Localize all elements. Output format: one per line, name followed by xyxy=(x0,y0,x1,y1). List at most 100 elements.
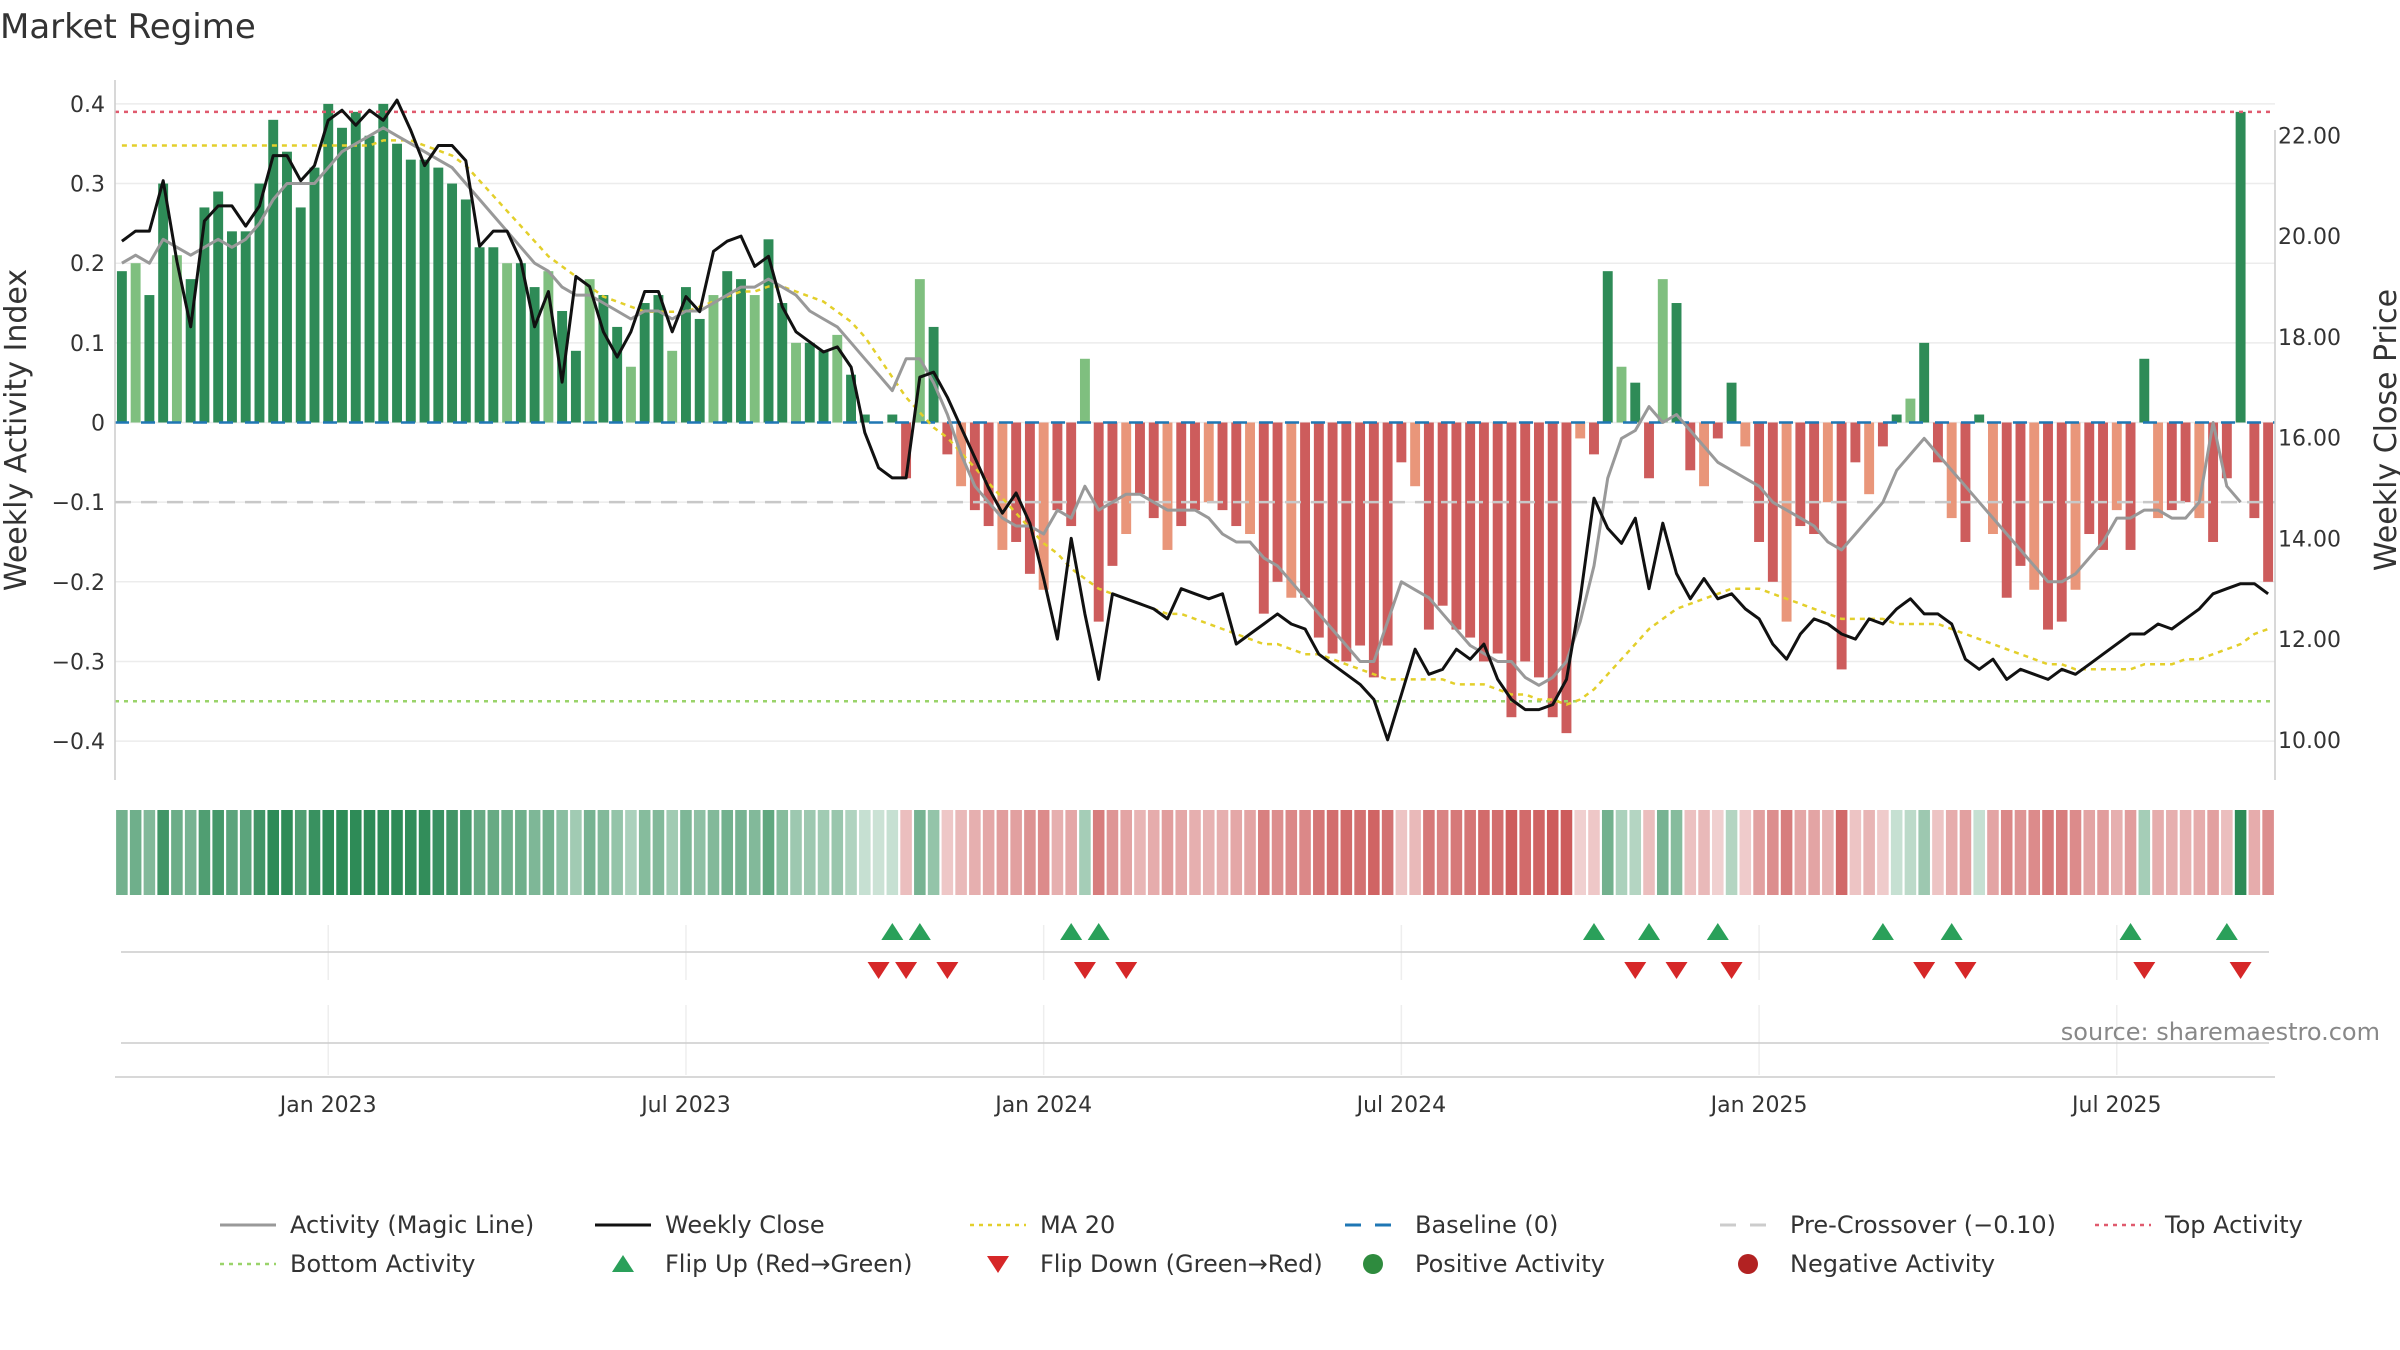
activity-bar xyxy=(1052,423,1062,511)
activity-bar xyxy=(213,192,223,423)
regime-strip-cell xyxy=(2097,810,2109,895)
regime-strip-cell xyxy=(1781,810,1793,895)
regime-strip-cell xyxy=(1533,810,1545,895)
activity-bar xyxy=(406,160,416,423)
left-tick-label: −0.4 xyxy=(52,730,105,755)
regime-strip-cell xyxy=(1065,810,1077,895)
regime-strip-cell xyxy=(900,810,912,895)
activity-bar xyxy=(2153,423,2163,519)
activity-bar xyxy=(475,247,485,422)
activity-bar xyxy=(2071,423,2081,590)
activity-bar xyxy=(282,152,292,423)
regime-strip-cell xyxy=(1932,810,1944,895)
regime-strip-cell xyxy=(735,810,747,895)
left-tick-label: −0.2 xyxy=(52,571,105,596)
activity-bar xyxy=(1190,423,1200,511)
regime-strip-cell xyxy=(1712,810,1724,895)
activity-bar xyxy=(144,295,154,422)
regime-strip-cell xyxy=(928,810,940,895)
legend-label: Positive Activity xyxy=(1415,1250,1605,1278)
left-tick-label: −0.1 xyxy=(52,491,105,516)
regime-strip-cell xyxy=(1547,810,1559,895)
legend-label: Bottom Activity xyxy=(290,1250,475,1278)
activity-bar xyxy=(1493,423,1503,654)
activity-bar xyxy=(791,343,801,423)
regime-strip-cell xyxy=(1079,810,1091,895)
regime-strip-cell xyxy=(2125,810,2137,895)
activity-bar xyxy=(337,128,347,423)
activity-bar xyxy=(1699,423,1709,487)
regime-strip-cell xyxy=(501,810,513,895)
regime-strip-cell xyxy=(433,810,445,895)
activity-bar xyxy=(695,319,705,423)
legend-label: Activity (Magic Line) xyxy=(290,1211,534,1239)
right-tick-label: 16.00 xyxy=(2278,427,2341,452)
regime-strip-cell xyxy=(1918,810,1930,895)
regime-strip-cell xyxy=(639,810,651,895)
regime-strip-cell xyxy=(804,810,816,895)
regime-strip-cell xyxy=(1313,810,1325,895)
weekly-close-line xyxy=(122,100,2268,740)
left-tick-label: 0.1 xyxy=(70,332,105,357)
activity-bar xyxy=(1479,423,1489,662)
activity-bar xyxy=(1919,343,1929,423)
flip-down-marker xyxy=(1624,962,1646,979)
regime-strip-cell xyxy=(1148,810,1160,895)
flip-up-marker xyxy=(881,923,903,940)
regime-strip-cell xyxy=(199,810,211,895)
regime-strip-cell xyxy=(116,810,128,895)
regime-strip-cell xyxy=(1588,810,1600,895)
regime-strip-cell xyxy=(1905,810,1917,895)
left-tick-labels: 0.40.30.20.10−0.1−0.2−0.3−0.4 xyxy=(52,93,105,755)
regime-strip-cell xyxy=(2194,810,2206,895)
activity-bar xyxy=(1438,423,1448,606)
activity-bar xyxy=(1644,423,1654,479)
regime-strip-cell xyxy=(2139,810,2151,895)
activity-bar xyxy=(1121,423,1131,535)
regime-strip-cell xyxy=(267,810,279,895)
flip-up-marker xyxy=(1872,923,1894,940)
regime-strip-cell xyxy=(1437,810,1449,895)
regime-strip-cell xyxy=(1561,810,1573,895)
regime-strip-cell xyxy=(157,810,169,895)
activity-bar xyxy=(1809,423,1819,535)
regime-strip-cell xyxy=(336,810,348,895)
regime-strip-cell xyxy=(1052,810,1064,895)
right-tick-label: 12.00 xyxy=(2278,628,2341,653)
regime-strip-cell xyxy=(1767,810,1779,895)
regime-strip-cell xyxy=(969,810,981,895)
regime-strip-cell xyxy=(2056,810,2068,895)
activity-bar xyxy=(117,271,127,422)
activity-bar xyxy=(1163,423,1173,550)
legend-label: Negative Activity xyxy=(1790,1250,1995,1278)
x-tick-labels: Jan 2023 Jul 2023 Jan 2024 Jul 2024 Jan 2025… xyxy=(278,1093,2162,1118)
regime-strip-cell xyxy=(350,810,362,895)
left-tick-label: 0.4 xyxy=(70,93,105,118)
regime-strip-cell xyxy=(1877,810,1889,895)
flip-up-marker xyxy=(2216,923,2238,940)
activity-bar xyxy=(1672,303,1682,422)
regime-strip-cell xyxy=(1519,810,1531,895)
flip-down-marker xyxy=(1721,962,1743,979)
activity-bar xyxy=(488,247,498,422)
regime-strip-cell xyxy=(2015,810,2027,895)
legend-swatch xyxy=(1738,1254,1758,1274)
chart-title: Market Regime xyxy=(0,7,256,47)
activity-bar xyxy=(158,184,168,423)
activity-bars xyxy=(117,104,2273,733)
legend-label: Pre-Crossover (−0.10) xyxy=(1790,1211,2056,1239)
activity-bar xyxy=(571,351,581,423)
flip-down-marker xyxy=(1074,962,1096,979)
left-tick-label: 0.3 xyxy=(70,173,105,198)
flip-up-marker xyxy=(1941,923,1963,940)
source-label: source: sharemaestro.com xyxy=(2061,1018,2380,1046)
flip-down-marker xyxy=(1913,962,1935,979)
regime-strip-cell xyxy=(1726,810,1738,895)
activity-bar xyxy=(1823,423,1833,503)
regime-strip-cell xyxy=(1217,810,1229,895)
regime-strip-cell xyxy=(1162,810,1174,895)
activity-bar xyxy=(1328,423,1338,654)
regime-strip-cell xyxy=(1987,810,1999,895)
regime-strip-cell xyxy=(1464,810,1476,895)
regime-strip-cell xyxy=(212,810,224,895)
